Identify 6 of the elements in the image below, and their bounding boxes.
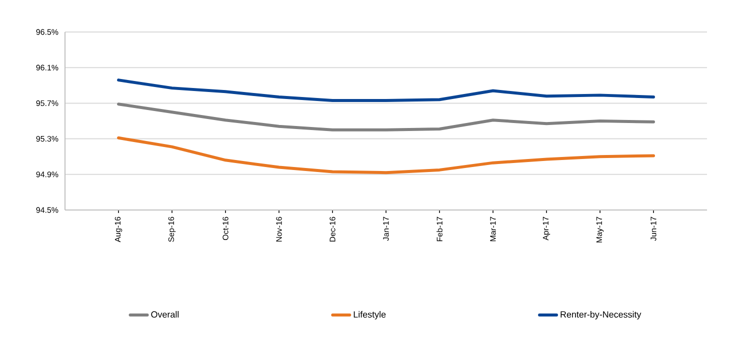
line-series bbox=[117, 102, 656, 132]
line-series bbox=[117, 136, 656, 174]
line-series bbox=[117, 78, 656, 102]
legend-label: Overall bbox=[151, 311, 179, 318]
legend-label: Lifestyle bbox=[354, 311, 386, 320]
legend-label: Renter-by-Necessity bbox=[560, 311, 642, 320]
